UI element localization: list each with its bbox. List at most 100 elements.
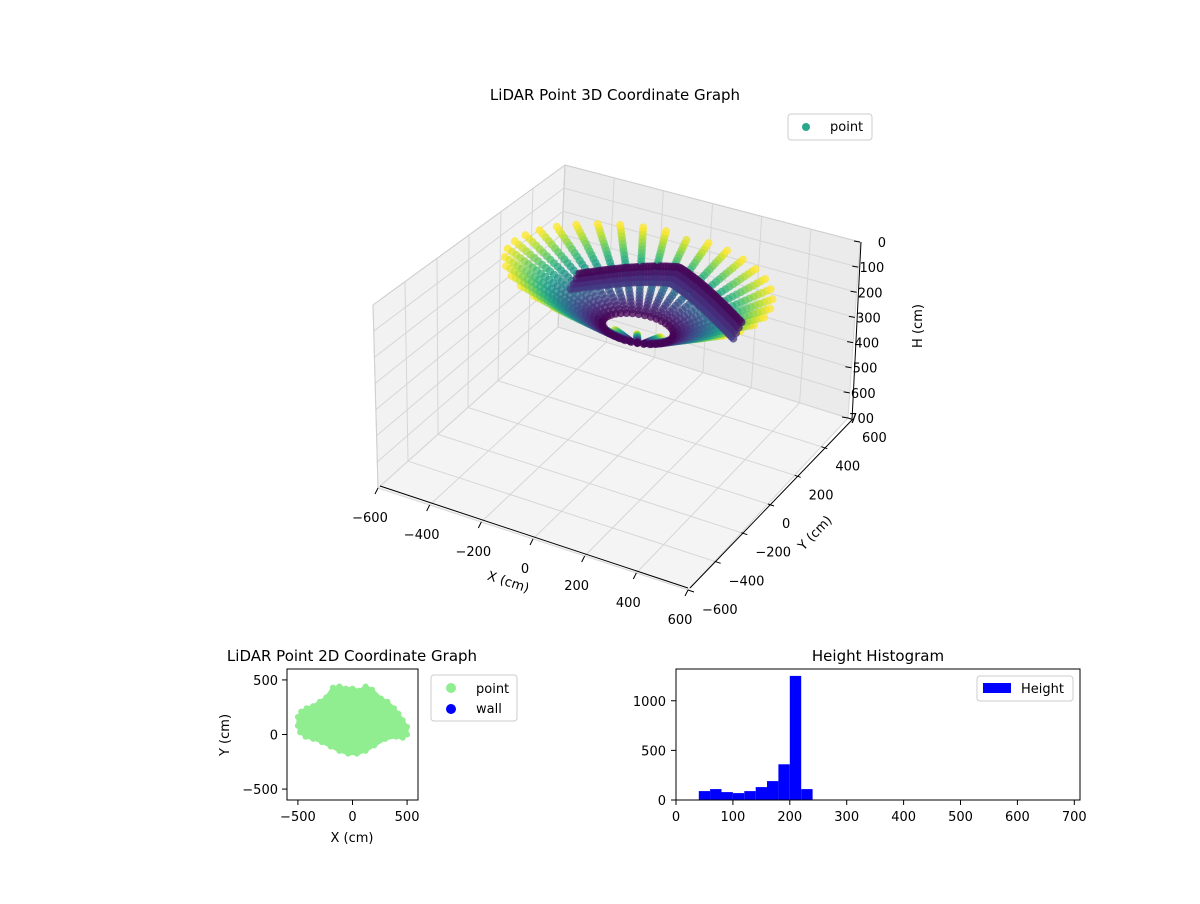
histogram-bar xyxy=(778,764,790,800)
ticks-2d: −500−500 0 0 500 500 xyxy=(242,674,419,825)
z-tick-3d xyxy=(847,341,854,344)
data-point-3d xyxy=(639,223,648,232)
y-tick-label-hist: 1000 xyxy=(633,695,666,710)
x-tick-label-3d: 0 xyxy=(521,562,529,577)
data-point-2d xyxy=(382,735,389,742)
y-tick-3d xyxy=(847,417,855,421)
histogram-bars xyxy=(698,675,813,800)
z-tick-3d xyxy=(850,290,857,293)
x-tick-label-hist: 300 xyxy=(834,810,859,825)
data-point-2d xyxy=(342,685,349,692)
z-ticks-3d: 0 100 200 300 400 500 600 700 xyxy=(841,236,886,427)
data-point-3d xyxy=(552,222,561,231)
data-point-2d xyxy=(336,683,343,690)
chart-2d: LiDAR Point 2D Coordinate Graph −500−500… xyxy=(218,647,518,846)
x-tick-label-3d: −400 xyxy=(404,528,440,543)
data-point-2d xyxy=(399,734,406,741)
x-ticks-3d: −600 −400 −200 0 200 400 600 xyxy=(352,487,692,628)
y-tick-3d xyxy=(741,532,748,536)
z-tick-3d xyxy=(853,240,861,243)
data-point-3d xyxy=(616,221,625,229)
data-point-3d xyxy=(510,237,519,246)
data-point-2d xyxy=(323,694,330,701)
data-point-2d xyxy=(362,747,369,754)
legend-2d-wall-label: wall xyxy=(476,702,502,717)
y-axis-label-2d: Y (cm) xyxy=(218,714,233,757)
x-tick-3d xyxy=(374,487,379,495)
data-point-2d xyxy=(393,733,400,740)
y-tick-label-2d: 0 xyxy=(270,729,278,744)
data-point-2d xyxy=(399,717,406,724)
y-tick-label-hist: 500 xyxy=(641,744,666,759)
x-tick-label-hist: 700 xyxy=(1062,810,1087,825)
x-tick-3d xyxy=(632,572,637,580)
data-point-3d xyxy=(675,263,684,272)
y-tick-3d xyxy=(767,503,775,507)
chart-2d-title: LiDAR Point 2D Coordinate Graph xyxy=(227,647,477,665)
data-point-2d xyxy=(349,685,356,692)
x-tick-label-2d: 0 xyxy=(348,810,356,825)
ticks-hist: 0 100 200 300 400 500 600 700 0 500 1000 xyxy=(633,695,1087,825)
x-tick-label-hist: 0 xyxy=(672,810,680,825)
data-point-2d xyxy=(356,687,363,694)
z-tick-3d xyxy=(843,391,850,394)
legend-3d: point xyxy=(787,113,873,141)
histogram-bar xyxy=(698,791,711,800)
histogram-bar xyxy=(801,789,813,800)
x-tick-label-3d: 200 xyxy=(564,579,589,594)
data-point-2d xyxy=(318,739,325,746)
data-point-2d xyxy=(336,747,343,754)
data-point-3d xyxy=(738,255,747,264)
x-tick-label-3d: −200 xyxy=(455,545,491,560)
y-tick-3d xyxy=(687,589,695,593)
data-point-3d xyxy=(766,285,775,294)
y-tick-label-3d: −600 xyxy=(702,603,738,618)
data-point-3d xyxy=(751,265,760,273)
data-point-2d xyxy=(329,684,336,691)
data-point-2d xyxy=(310,703,317,710)
data-point-2d xyxy=(303,705,310,712)
y-tick-3d xyxy=(794,474,801,478)
x-tick-label-hist: 400 xyxy=(891,810,916,825)
x-tick-3d xyxy=(581,555,586,563)
data-point-3d xyxy=(639,339,648,348)
y-tick-3d xyxy=(821,446,828,450)
y-tick-label-3d: 0 xyxy=(782,517,790,532)
data-point-2d xyxy=(369,686,376,693)
data-point-3d xyxy=(645,340,654,349)
z-tick-label-3d: 400 xyxy=(854,337,879,352)
legend-3d-label: point xyxy=(830,120,863,135)
x-tick-label-3d: −600 xyxy=(352,511,388,526)
data-point-3d xyxy=(704,239,713,248)
histogram-bar xyxy=(755,787,768,800)
x-tick-label-3d: 400 xyxy=(616,596,641,611)
y-tick-label-2d: −500 xyxy=(242,783,278,798)
z-tick-label-3d: 300 xyxy=(856,311,881,326)
z-tick-label-3d: 200 xyxy=(858,286,883,301)
legend-hist-box xyxy=(976,675,1074,702)
legend-hist: Height xyxy=(976,675,1074,702)
x-tick-label-hist: 200 xyxy=(777,810,802,825)
y-tick-label-3d: −200 xyxy=(755,546,791,561)
z-tick-3d xyxy=(848,315,855,318)
x-tick-label-hist: 600 xyxy=(1005,810,1030,825)
y-tick-label-3d: 200 xyxy=(809,488,834,503)
z-tick-label-3d: 500 xyxy=(853,362,878,377)
data-point-3d xyxy=(682,236,691,244)
legend-hist-swatch xyxy=(983,683,1011,693)
data-point-2d xyxy=(353,750,360,757)
z-tick-label-3d: 600 xyxy=(851,387,876,402)
data-point-2d xyxy=(302,733,309,740)
z-tick-label-3d: 700 xyxy=(849,412,874,427)
chart-3d-title: LiDAR Point 3D Coordinate Graph xyxy=(490,86,740,104)
data-point-2d xyxy=(297,729,304,736)
legend-hist-label: Height xyxy=(1021,682,1064,697)
data-point-3d xyxy=(766,304,775,313)
x-tick-label-2d: 500 xyxy=(395,810,420,825)
legend-2d-wall-marker xyxy=(446,704,456,714)
x-tick-3d xyxy=(529,538,534,546)
data-point-3d xyxy=(768,295,777,304)
data-point-2d xyxy=(404,731,411,738)
